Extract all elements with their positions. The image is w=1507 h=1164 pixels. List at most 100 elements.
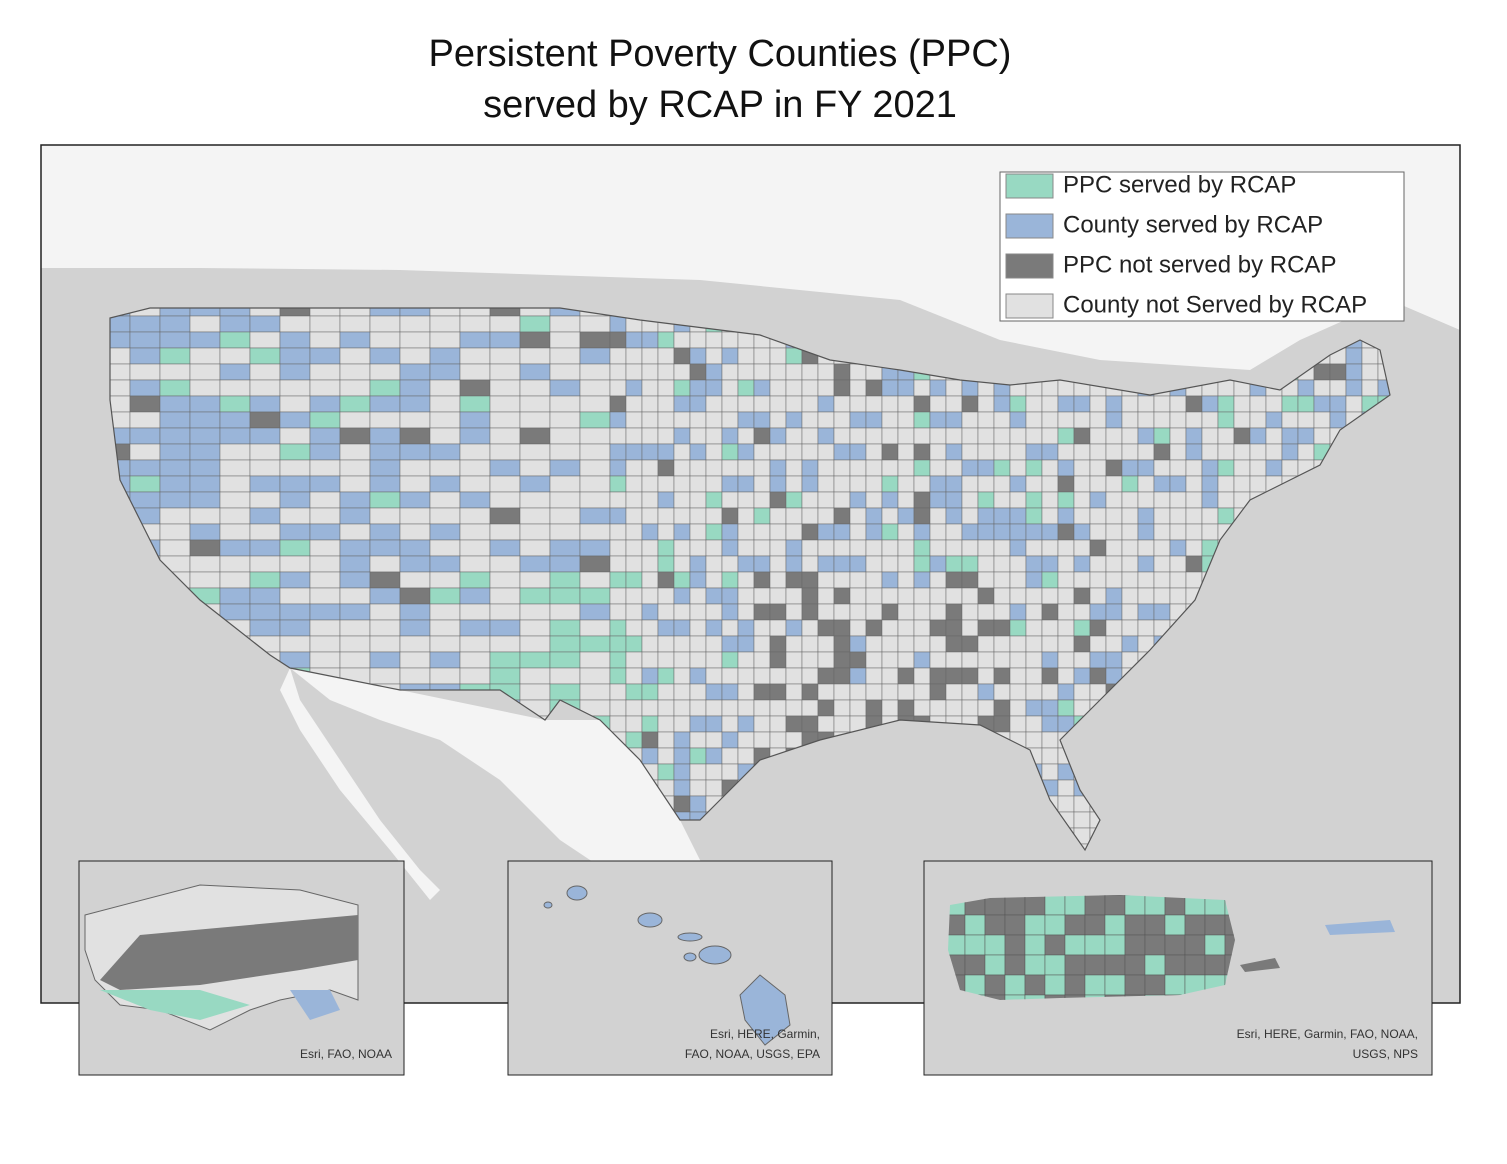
county [625,635,643,653]
county [689,459,707,477]
county [1073,651,1091,669]
county [961,411,979,429]
county [549,491,581,509]
county [785,379,803,397]
municipio [1224,934,1235,956]
county [961,507,979,525]
county [897,539,915,557]
county [279,523,311,541]
alaska-region [290,990,340,1020]
county [339,315,371,333]
municipio [984,994,1006,1000]
county [977,667,995,685]
county [865,379,883,397]
county [753,475,771,493]
county [897,587,915,605]
county [549,331,581,349]
county [219,395,251,413]
county [1009,475,1027,493]
county [189,491,221,509]
county [657,539,675,557]
county [977,427,995,445]
county [1361,379,1379,397]
county [519,475,551,493]
municipio [964,934,986,956]
county [657,715,675,733]
county [1057,475,1075,493]
county [1217,507,1235,525]
county [339,411,371,429]
county [1201,411,1219,429]
county [279,619,311,637]
municipio [1044,974,1066,996]
county [1009,683,1027,701]
county [339,427,371,445]
municipio [1104,895,1126,916]
county [689,747,707,765]
county [801,395,819,413]
municipio [984,934,1006,956]
county [339,603,371,621]
county [1249,427,1267,445]
county [1121,491,1139,509]
county [689,507,707,525]
county [721,395,739,413]
county [1025,459,1043,477]
county [459,443,491,461]
county [1041,731,1059,749]
county [769,411,787,429]
county [657,683,675,701]
county [1121,603,1139,621]
county [817,443,835,461]
county [929,651,947,669]
county [817,587,835,605]
county [849,411,867,429]
county [625,539,643,557]
county [579,571,611,589]
county [913,587,931,605]
county [673,747,691,765]
county [865,395,883,413]
county [159,491,191,509]
county [189,443,221,461]
county [689,443,707,461]
county [189,507,221,525]
county [657,491,675,509]
county [129,475,161,493]
county [579,587,611,605]
county [1201,507,1219,525]
county [1089,475,1107,493]
county [249,443,281,461]
county [1057,651,1075,669]
county [609,379,627,397]
county [309,539,341,557]
county [1073,571,1091,589]
county [897,667,915,685]
county [1153,459,1171,477]
county [625,571,643,589]
county [833,603,851,621]
county [865,539,883,557]
county [309,347,341,365]
county [309,603,341,621]
county [625,667,643,685]
county [929,603,947,621]
county [1009,667,1027,685]
county [1041,651,1059,669]
county [865,667,883,685]
county [689,731,707,749]
county [721,363,739,381]
county [339,555,371,573]
county [641,619,659,637]
county [369,475,401,493]
county [279,395,311,413]
county [833,651,851,669]
county [1025,683,1043,701]
municipio [1064,914,1086,936]
county [1089,427,1107,445]
county [1233,443,1251,461]
county [519,315,551,333]
county [189,555,221,573]
county [913,635,931,653]
